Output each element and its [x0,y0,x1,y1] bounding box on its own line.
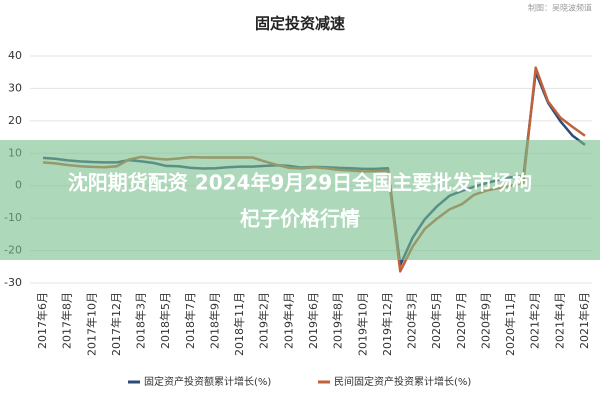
x-tick-label: 2018年3月 [134,292,148,349]
legend-label: 固定资产投资额累计增长(%) [144,375,271,388]
source-note: 制图：吴晓波频道 [528,3,592,13]
x-tick-label: 2019年10月 [355,292,369,356]
chart-title: 固定投资减速 [255,15,345,33]
x-tick-label: 2018年11月 [232,292,246,356]
x-tick-label: 2020年3月 [405,292,419,349]
x-tick-label: 2020年11月 [503,292,517,356]
y-tick-label: 30 [8,81,22,94]
banner-text: 沈阳期货配资 2024年9月29日全国主要批发市场枸 [68,171,532,195]
x-tick-label: 2017年8月 [60,292,74,349]
x-tick-label: 2021年6月 [577,292,591,349]
banner-text: 杞子价格行情 [240,207,360,231]
x-tick-label: 2019年6月 [306,292,320,349]
x-tick-label: 2019年12月 [380,292,394,356]
x-tick-label: 2020年7月 [454,292,468,349]
x-tick-label: 2018年7月 [183,292,197,349]
x-tick-label: 2021年2月 [528,292,542,349]
y-tick-label: -30 [4,276,22,289]
x-tick-label: 2018年9月 [207,292,221,349]
x-tick-label: 2020年5月 [429,292,443,349]
x-tick-label: 2017年6月 [35,292,49,349]
y-tick-label: 20 [8,114,22,127]
x-tick-label: 2017年12月 [109,292,123,356]
x-tick-label: 2019年2月 [257,292,271,349]
overlay-banner [0,140,600,260]
y-tick-label: 40 [8,49,22,62]
x-tick-label: 2021年4月 [552,292,566,349]
x-tick-label: 2018年5月 [158,292,172,349]
legend-label: 民间固定资产投资累计增长(%) [334,375,471,388]
x-tick-label: 2019年4月 [281,292,295,349]
x-tick-label: 2020年9月 [478,292,492,349]
x-tick-label: 2019年8月 [331,292,345,349]
x-tick-label: 2017年10月 [84,292,98,356]
